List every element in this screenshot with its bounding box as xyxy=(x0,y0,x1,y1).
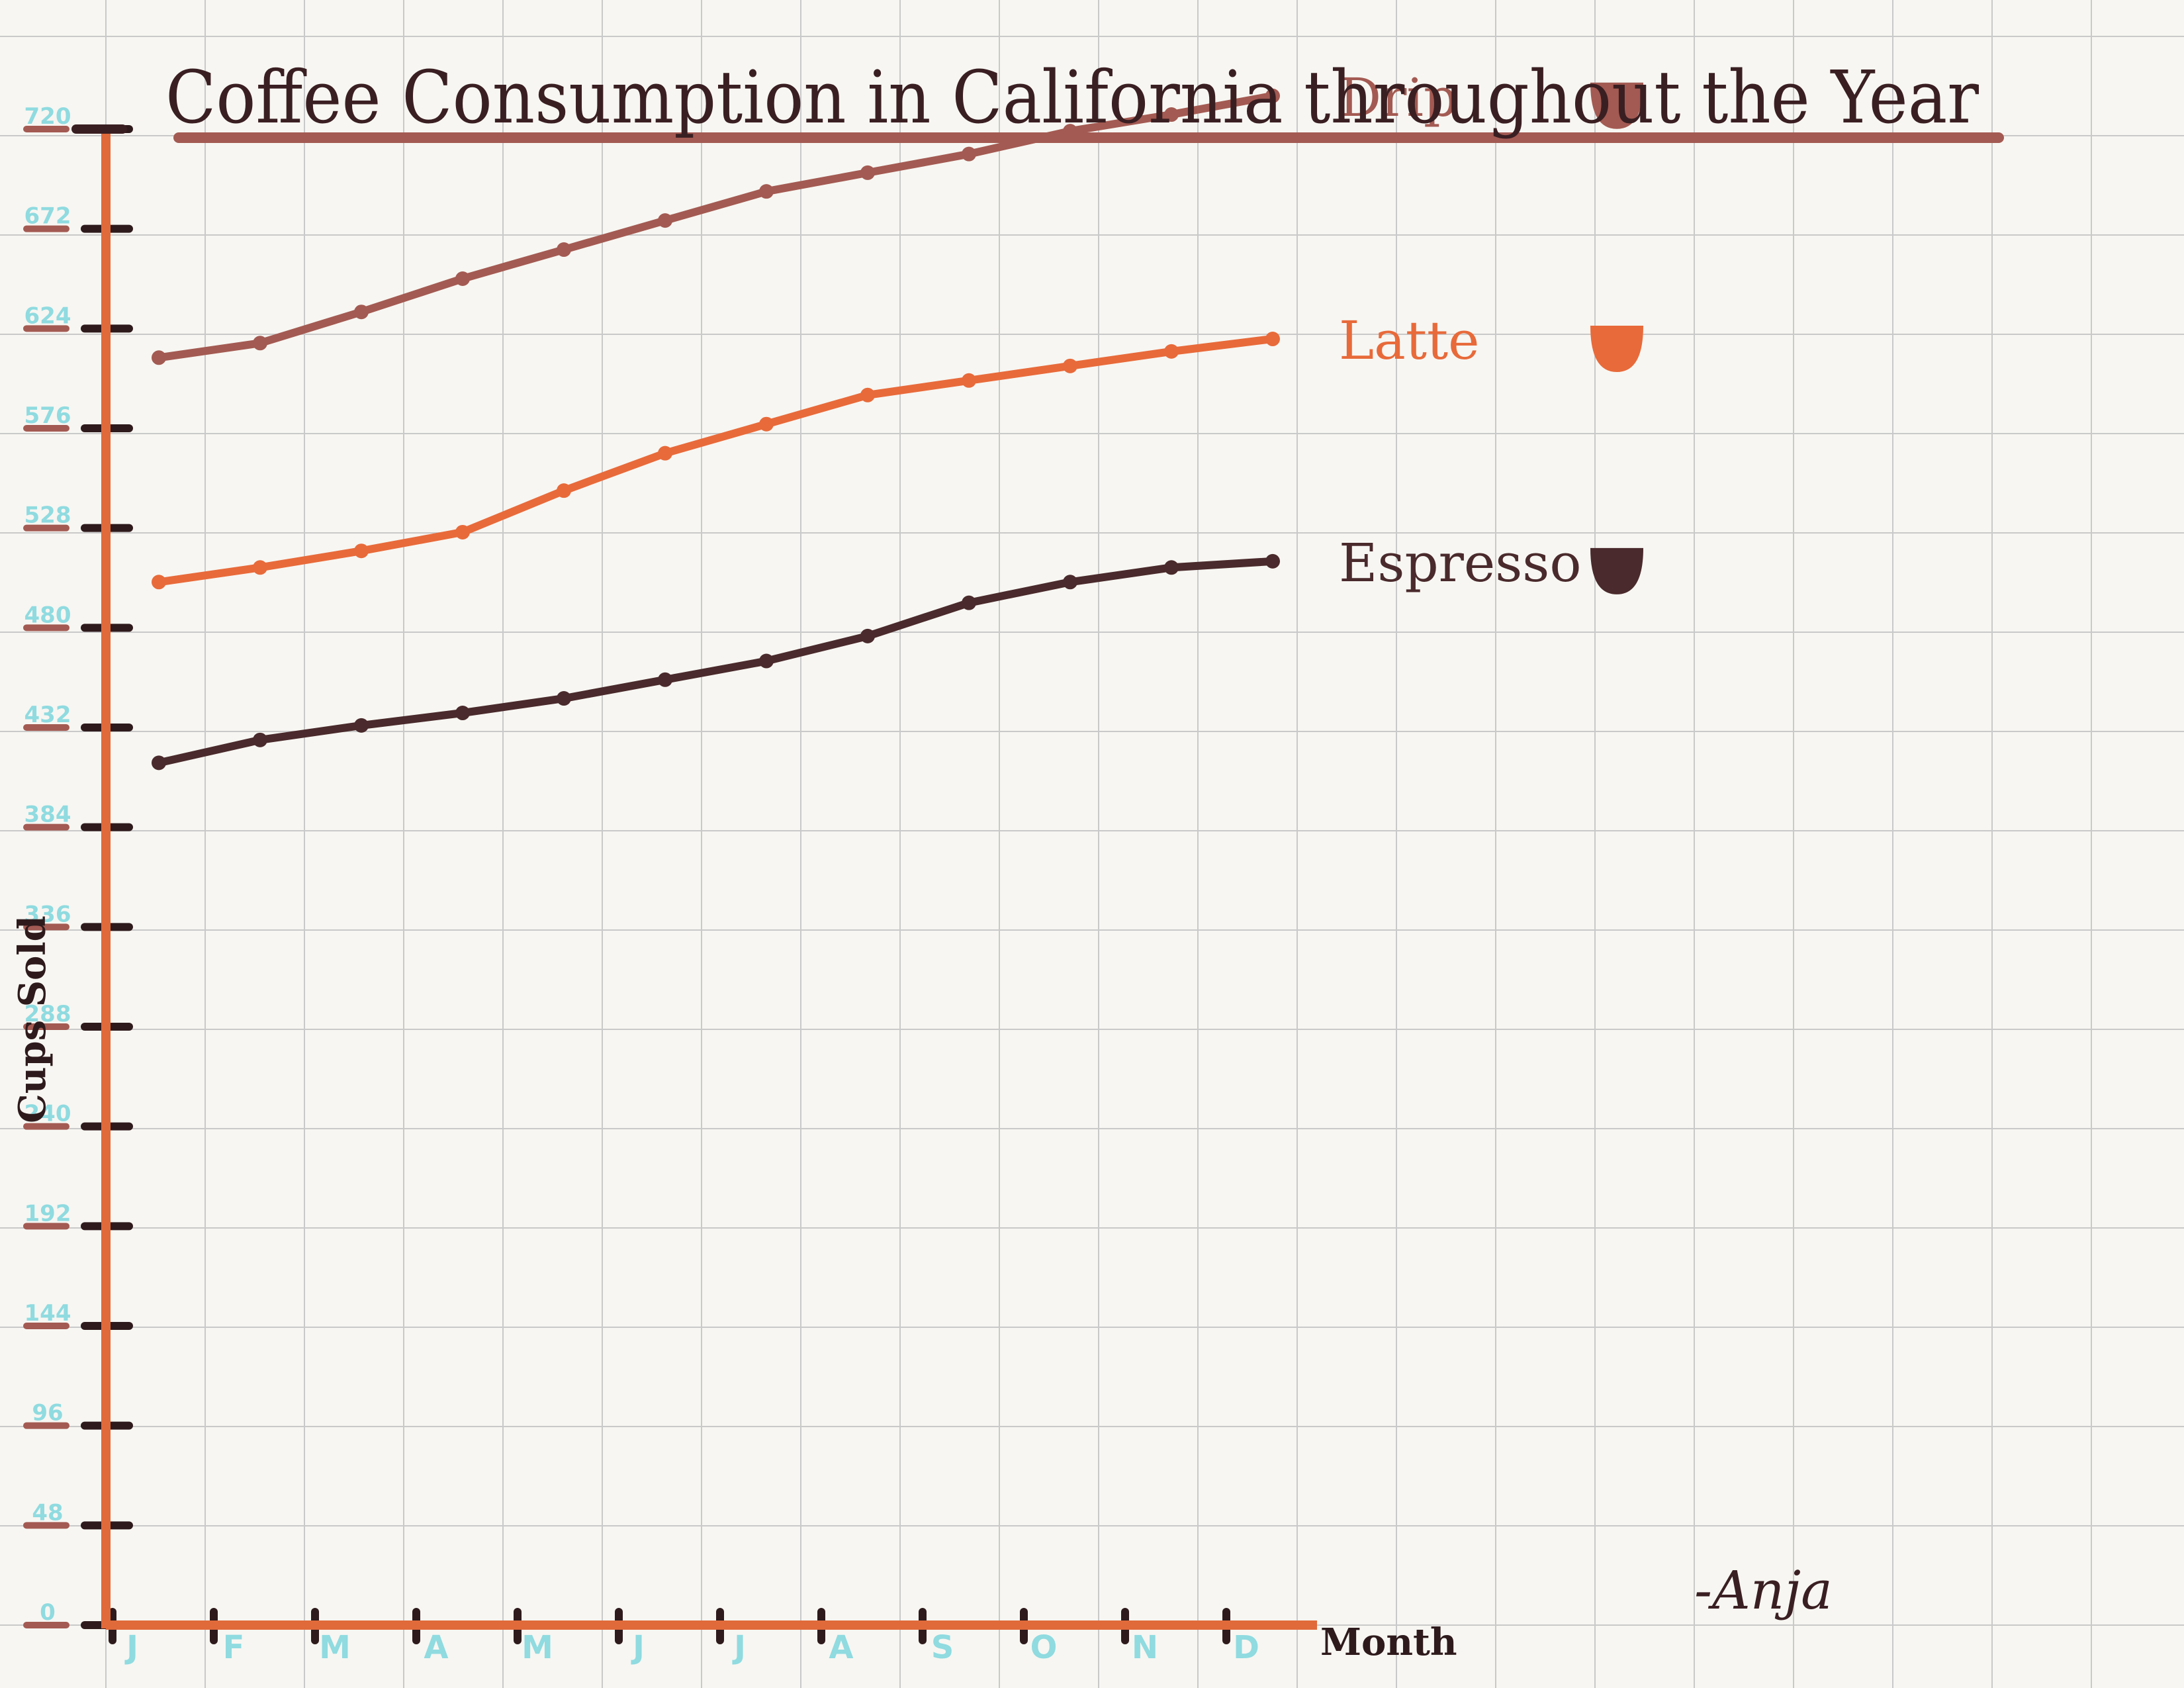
y-tick-label: 576 xyxy=(24,402,71,429)
y-tick-label: 96 xyxy=(32,1400,63,1427)
cup-icon xyxy=(1590,82,1643,129)
y-tick-label: 624 xyxy=(24,303,71,329)
data-point xyxy=(557,691,571,706)
x-tick-label: A xyxy=(829,1629,853,1666)
data-point xyxy=(354,543,369,559)
data-point xyxy=(759,653,774,669)
data-point xyxy=(962,595,976,610)
data-point xyxy=(1265,553,1280,569)
data-point xyxy=(557,483,571,498)
data-point xyxy=(1164,560,1179,575)
x-axis-label: Month xyxy=(1320,1620,1457,1664)
y-tick-label: 384 xyxy=(24,802,71,828)
data-point xyxy=(455,524,470,539)
data-point xyxy=(1265,88,1280,103)
data-point xyxy=(1265,332,1280,347)
data-point xyxy=(962,373,976,388)
data-point xyxy=(253,336,267,351)
data-point xyxy=(658,213,672,228)
legend-layer: Drip Latte Espresso xyxy=(1339,67,1643,594)
cup-icon xyxy=(1590,326,1643,373)
y-tick-labels: 0 48 96 144 192 240 288 336 384 432 480 528 576 624 67… xyxy=(24,103,71,1626)
data-point xyxy=(759,184,774,199)
series-layer xyxy=(152,88,1280,771)
y-axis-label: Cups Sold xyxy=(11,915,54,1123)
data-point xyxy=(253,560,267,575)
x-tick-label: A xyxy=(424,1629,448,1666)
y-tick-label: 336 xyxy=(24,901,71,927)
data-point xyxy=(658,445,672,461)
x-tick-label: F xyxy=(223,1629,245,1666)
cup-icon xyxy=(1590,547,1643,594)
data-point xyxy=(860,628,875,643)
y-tick-label: 0 xyxy=(40,1599,56,1626)
data-point xyxy=(658,672,672,687)
y-tick-label: 480 xyxy=(24,602,71,628)
x-tick-label: D xyxy=(1233,1629,1259,1666)
x-tick-label: J xyxy=(631,1629,645,1666)
data-point xyxy=(1063,358,1077,373)
x-tick-label: M xyxy=(522,1629,553,1666)
y-tick-label: 672 xyxy=(24,203,71,230)
y-tick-label: 144 xyxy=(24,1300,71,1327)
y-tick-label: 240 xyxy=(24,1101,71,1127)
series-espresso xyxy=(152,553,1280,771)
data-point xyxy=(455,271,470,286)
data-point xyxy=(1164,344,1179,359)
y-tick-label: 48 xyxy=(32,1499,63,1526)
x-tick-label: N xyxy=(1132,1629,1158,1666)
legend-label-latte: Latte xyxy=(1339,310,1479,371)
x-tick-label: S xyxy=(931,1629,954,1666)
x-tick-label: J xyxy=(124,1629,138,1666)
data-point xyxy=(557,242,571,258)
data-point xyxy=(759,416,774,432)
y-tick-label: 720 xyxy=(24,103,71,130)
x-tick-label: J xyxy=(732,1629,746,1666)
series-line xyxy=(155,91,1277,362)
y-tick-label: 528 xyxy=(24,502,71,529)
data-point xyxy=(354,718,369,733)
x-tick-label: O xyxy=(1030,1629,1058,1666)
data-point xyxy=(1164,107,1179,122)
data-point xyxy=(152,575,166,590)
data-point xyxy=(253,732,267,747)
data-point xyxy=(860,387,875,402)
legend-label-espresso: Espresso xyxy=(1339,532,1582,594)
chart-title: Coffee Consumption in California through… xyxy=(165,55,1979,140)
y-tick-label: 288 xyxy=(24,1001,71,1027)
x-tick-label: M xyxy=(319,1629,351,1666)
data-point xyxy=(860,165,875,180)
data-point xyxy=(152,755,166,771)
series-drip xyxy=(152,88,1280,365)
data-point xyxy=(354,305,369,320)
data-point xyxy=(455,706,470,721)
data-point xyxy=(962,146,976,162)
y-tick-label: 432 xyxy=(24,702,71,728)
series-line xyxy=(155,557,1277,767)
legend-label-drip: Drip xyxy=(1339,67,1457,128)
signature: -Anja xyxy=(1694,1560,1833,1621)
y-tick-label: 192 xyxy=(24,1200,71,1227)
data-point xyxy=(1063,575,1077,590)
series-latte xyxy=(152,332,1280,590)
data-point xyxy=(152,350,166,365)
series-line xyxy=(155,335,1277,586)
